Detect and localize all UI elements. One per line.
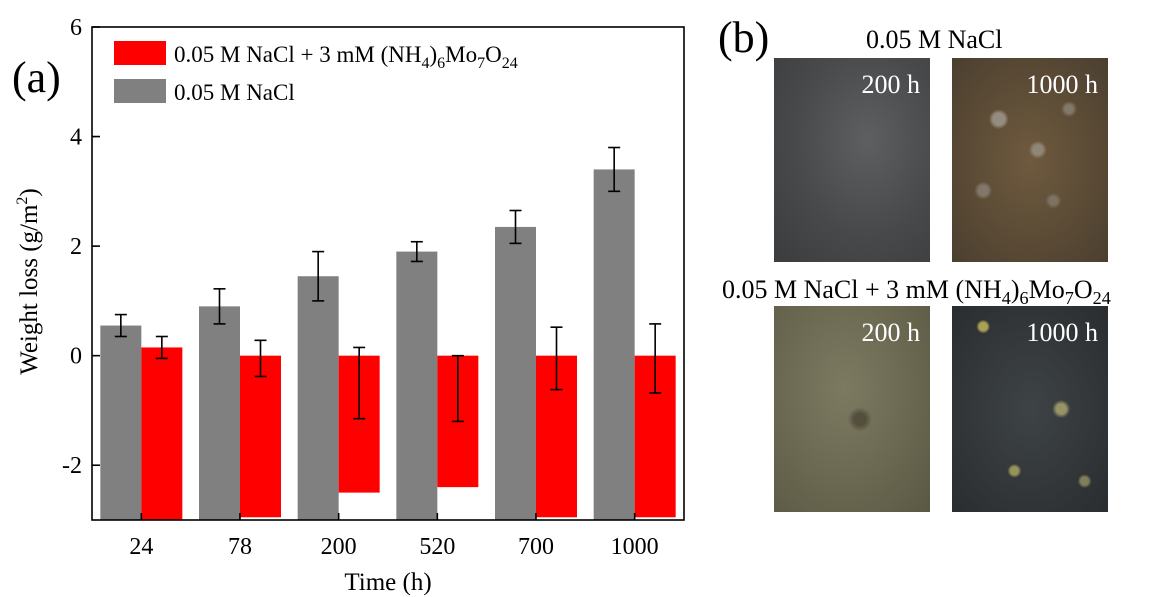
photo-panel: (b) 0.05 M NaCl 200 h 1000 h 0.05 M NaCl… [700,0,1161,597]
x-tick-label: 24 [129,534,153,560]
legend-swatch [114,79,166,103]
panel-a-label: (a) [12,53,61,102]
photo-title-inhibitor: 0.05 M NaCl + 3 mM (NH4)6Mo7O24 [722,275,1111,309]
x-tick-label: 700 [518,534,554,560]
bar [396,251,438,521]
x-tick-label: 1000 [611,534,659,560]
panel-b-label: (b) [718,13,770,62]
bar [593,169,635,520]
y-tick-label: 4 [70,125,82,151]
bar [100,325,142,520]
legend: 0.05 M NaCl + 3 mM (NH4)6Mo7O24 0.05 M Na… [114,41,518,105]
y-axis-title: Weight loss (g/m2) [14,188,43,375]
y-tick-label: -2 [62,453,82,479]
y-tick-label: 0 [70,344,82,370]
y-tick-label: 2 [70,234,82,260]
photo-label: 1000 h [1026,318,1099,347]
legend-swatch [114,41,166,65]
photo-nacl-1000h: 1000 h [952,58,1108,262]
x-axis-title: Time (h) [344,569,431,596]
photo-inhibitor-200h: 200 h [774,306,930,512]
bar [141,347,183,520]
photo-label: 200 h [861,318,921,347]
bar [297,276,339,520]
photo-nacl-200h: 200 h [774,58,930,262]
bar [199,306,240,520]
bar [495,226,536,520]
photo-label: 200 h [861,70,921,99]
x-tick-label: 520 [419,534,455,560]
x-tick-label: 200 [321,534,357,560]
plot-area [92,27,684,520]
photo-title-nacl: 0.05 M NaCl [866,25,1003,54]
photo-inhibitor-1000h: 1000 h [952,306,1108,512]
legend-label: 0.05 M NaCl [174,80,295,105]
bar [240,355,281,518]
bars-layer [92,27,684,521]
x-tick-label: 78 [228,534,252,560]
y-tick-label: 6 [70,15,82,41]
plot-frame [91,26,685,521]
legend-label: 0.05 M NaCl + 3 mM (NH4)6Mo7O24 [174,42,518,72]
photo-label: 1000 h [1026,70,1099,99]
